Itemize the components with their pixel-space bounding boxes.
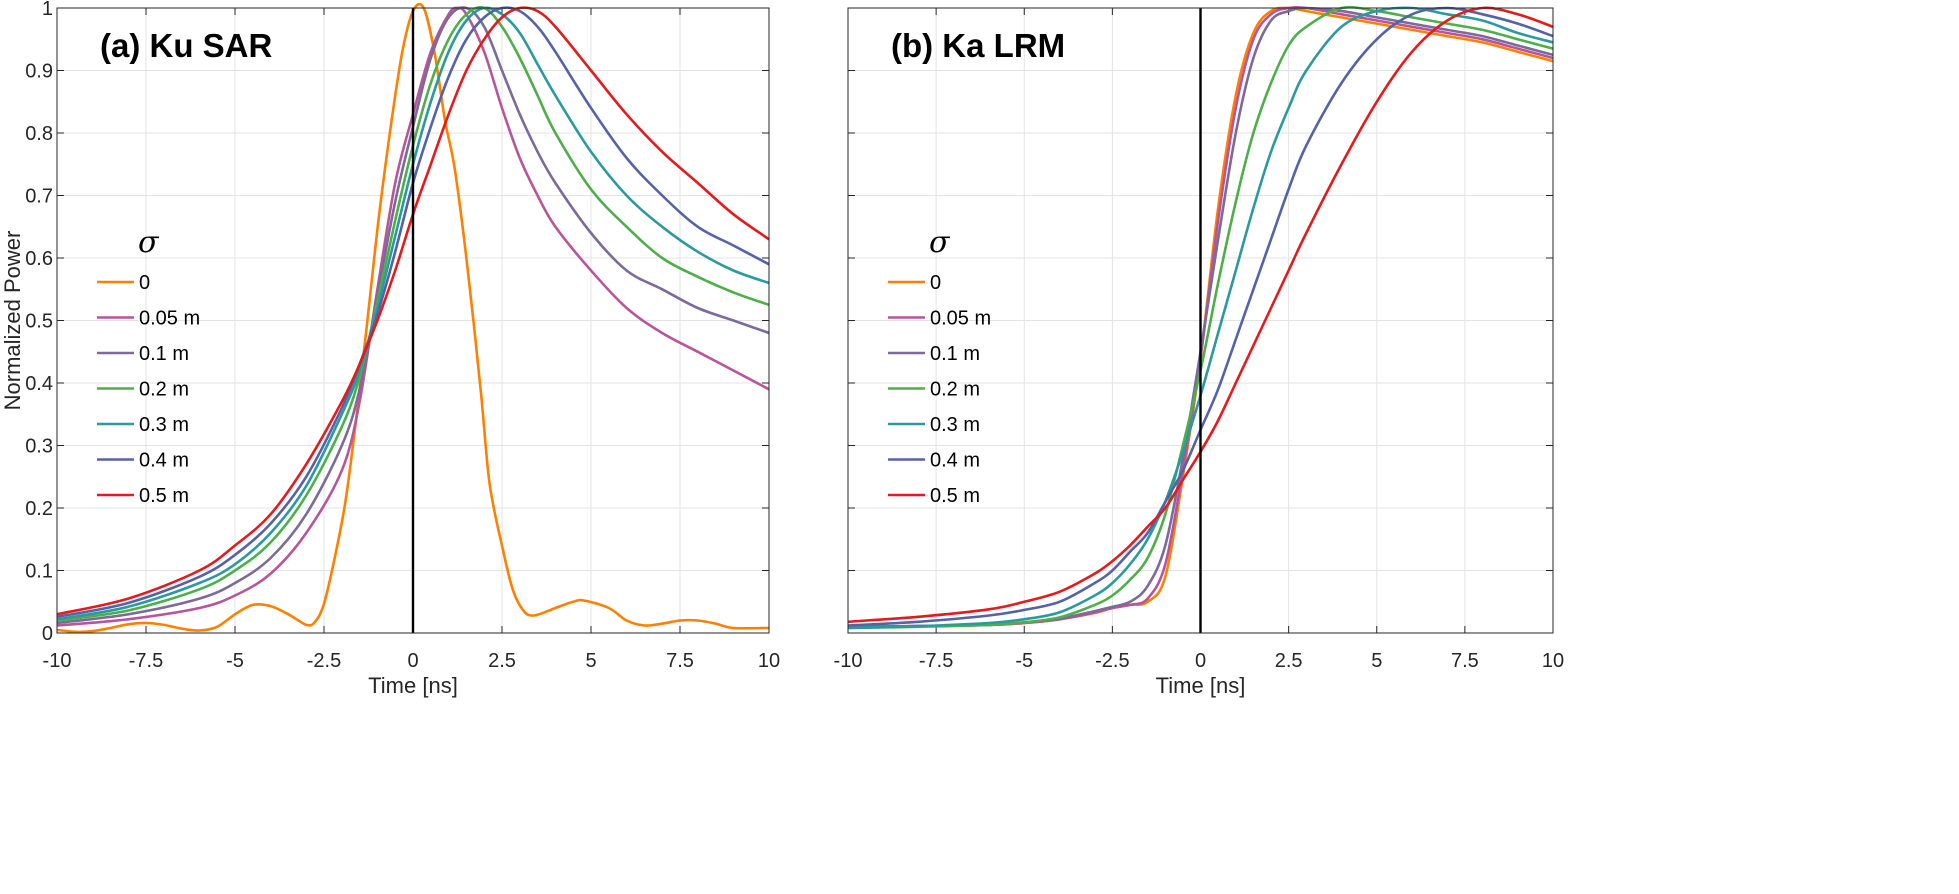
x-tick-label: -10 xyxy=(834,650,863,672)
y-axis-label: Normalized Power xyxy=(0,231,25,411)
series-line-0-2-m xyxy=(56,6,770,622)
series-line-0-3-m xyxy=(56,6,770,621)
legend-label: 0.1 m xyxy=(930,343,980,365)
legend: σ 0 0.05 m 0.1 m 0.2 m 0.3 m 0.4 m 0.5 m xyxy=(97,225,200,507)
x-tick-label: -5 xyxy=(226,650,244,672)
y-tick-label: 0.3 xyxy=(25,436,53,458)
x-tick-label: 5 xyxy=(585,650,596,672)
series-line-0-5-m xyxy=(56,6,770,616)
series-line-0 xyxy=(56,2,770,634)
x-tick-label: 2.5 xyxy=(488,650,516,672)
series-line-0-2-m xyxy=(847,5,1554,630)
legend: σ 0 0.05 m 0.1 m 0.2 m 0.3 m 0.4 m 0.5 m xyxy=(888,225,991,507)
y-tick-label: 1 xyxy=(42,0,53,20)
x-tick-label: 5 xyxy=(1371,650,1382,672)
y-tick-label: 0.4 xyxy=(25,373,53,395)
legend-label: 0.4 m xyxy=(139,450,189,472)
y-tick-label: 0.6 xyxy=(25,248,53,270)
legend-label: 0 xyxy=(930,272,941,294)
axes-box xyxy=(56,7,770,634)
x-tick-label: -10 xyxy=(43,650,72,672)
legend-label: 0.2 m xyxy=(930,379,980,401)
axes-box xyxy=(847,7,1554,634)
legend-title: σ xyxy=(929,225,951,260)
series-line-0-5-m xyxy=(847,6,1554,624)
legend-label: 0.4 m xyxy=(930,450,980,472)
x-axis-label: Time [ns] xyxy=(1156,673,1246,698)
x-tick-label: -5 xyxy=(1015,650,1033,672)
x-tick-label: -2.5 xyxy=(1095,650,1129,672)
y-tick-label: 0.1 xyxy=(25,561,53,583)
legend-label: 0.1 m xyxy=(139,343,189,365)
series-line-0-4-m xyxy=(56,6,770,619)
x-tick-label: -7.5 xyxy=(129,650,163,672)
x-tick-label: 0 xyxy=(407,650,418,672)
legend-label: 0.05 m xyxy=(930,308,991,330)
series-line-0-1-m xyxy=(56,6,770,625)
legend-label: 0.3 m xyxy=(139,414,189,436)
x-tick-label: -7.5 xyxy=(919,650,953,672)
y-tick-label: 0.2 xyxy=(25,498,53,520)
legend-title: σ xyxy=(138,225,160,260)
x-tick-label: 10 xyxy=(758,650,780,672)
x-tick-label: 2.5 xyxy=(1275,650,1303,672)
legend-label: 0.3 m xyxy=(930,414,980,436)
y-tick-label: 0.7 xyxy=(25,186,53,208)
chart-panel-1: -10 -7.5 -5 -2.5 0 2.5 5 7.5 10 (b) Ka LRM Time [n… xyxy=(834,5,1564,698)
legend-label: 0.05 m xyxy=(139,308,200,330)
chart-panel-0: -10 -7.5 -5 -2.5 0 2.5 5 7.5 1000.10.20.30.40.50… xyxy=(0,0,780,698)
legend-label: 0.2 m xyxy=(139,379,189,401)
legend-label: 0 xyxy=(139,272,150,294)
legend-label: 0.5 m xyxy=(930,485,980,507)
x-tick-label: 7.5 xyxy=(1451,650,1479,672)
x-tick-label: -2.5 xyxy=(307,650,341,672)
x-tick-label: 0 xyxy=(1195,650,1206,672)
y-tick-label: 0.5 xyxy=(25,311,53,333)
panel-title: (a) Ku SAR xyxy=(100,27,273,64)
y-tick-label: 0.9 xyxy=(25,61,53,83)
x-axis-label: Time [ns] xyxy=(368,673,458,698)
panel-title: (b) Ka LRM xyxy=(891,27,1065,64)
legend-label: 0.5 m xyxy=(139,485,189,507)
x-tick-label: 7.5 xyxy=(666,650,694,672)
y-tick-label: 0 xyxy=(42,623,53,645)
y-tick-label: 0.8 xyxy=(25,123,53,145)
x-tick-label: 10 xyxy=(1542,650,1564,672)
series-line-0-05-m xyxy=(56,6,770,627)
series-line-0-4-m xyxy=(847,6,1554,627)
